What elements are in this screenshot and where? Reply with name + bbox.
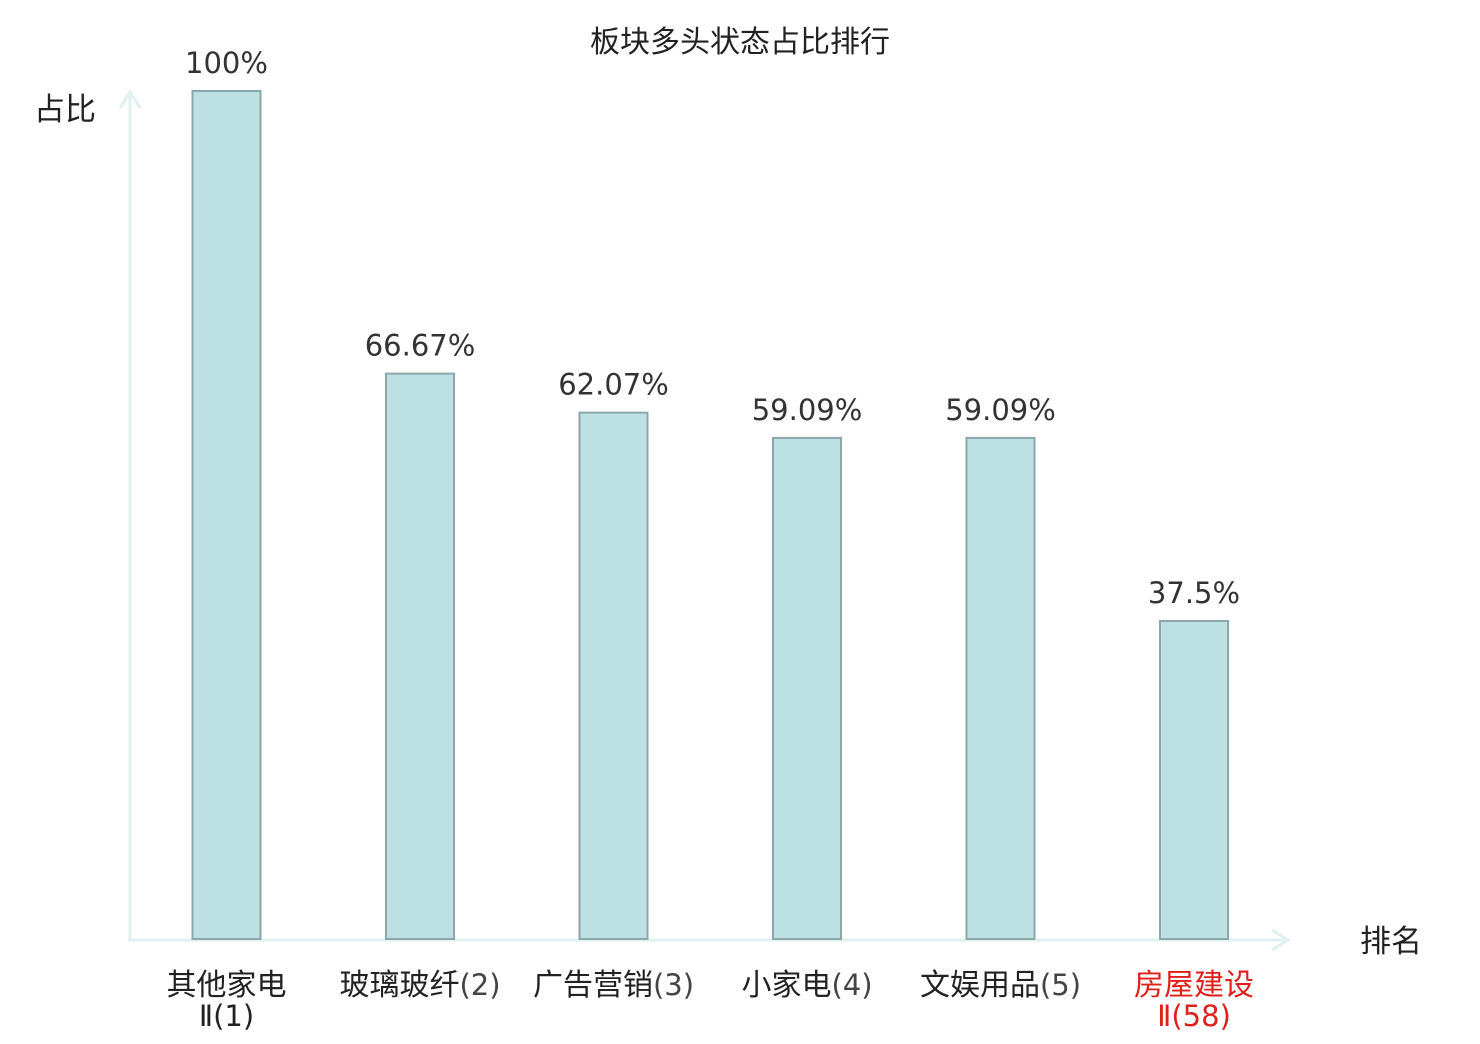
category-label: 广告营销(3) [533,968,694,1003]
category-label: 房屋建设 [1134,968,1254,1003]
category-rank-label: Ⅱ(58) [1157,999,1231,1033]
category-label: 小家电(4) [741,968,872,1003]
bar [578,411,649,940]
category-label: 其他家电 [167,968,287,1003]
x-axis-label: 排名 [1360,924,1422,960]
bar-value-label: 100% [185,46,268,80]
bar [1159,620,1229,940]
bar-value-label: 66.67% [365,329,476,363]
bar [965,436,1036,940]
category-label: 文娱用品(5) [920,968,1081,1003]
y-axis-label: 占比 [34,92,96,128]
category-label: 玻璃玻纤(2) [339,968,500,1003]
category-rank-label: Ⅱ(1) [199,999,254,1033]
bar [385,372,455,940]
bar-value-label: 37.5% [1148,576,1240,610]
bar-value-label: 59.09% [945,393,1056,427]
y-axis-arrow [118,89,142,109]
bar-value-label: 62.07% [558,368,669,402]
x-axis-arrow [1271,928,1291,952]
chart-title: 板块多头状态占比排行 [590,25,890,60]
value-labels-group: 100% 66.67% 62.07% 59.09% 59.09% 37.5% [185,46,1240,610]
bar [191,90,262,940]
bar [772,436,842,940]
bar-value-label: 59.09% [752,393,863,427]
bars-group [191,90,1229,940]
axes [118,89,1291,952]
